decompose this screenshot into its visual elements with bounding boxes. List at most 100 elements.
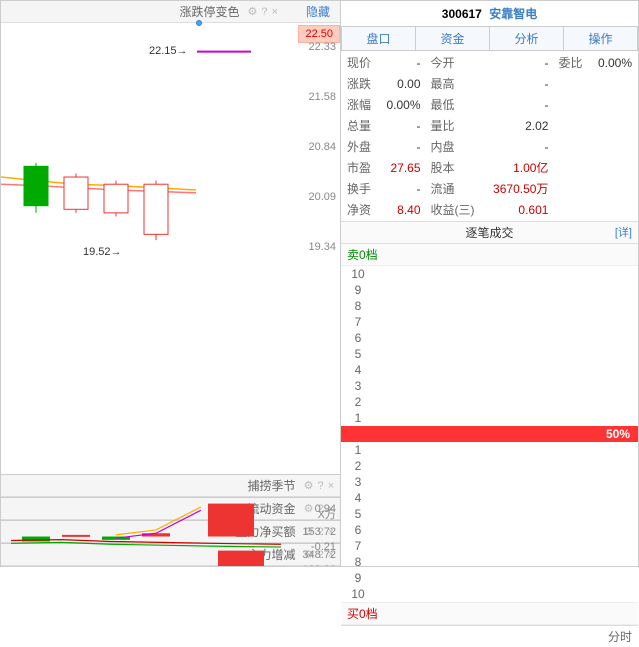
tabs: 盘口资金分析操作 <box>341 26 638 51</box>
y-tick: 153.72 <box>302 526 336 538</box>
tab[interactable]: 分析 <box>490 26 564 50</box>
main-chart-title: 涨跌停变色 <box>180 3 240 20</box>
sell-rows: 10987654321 <box>341 266 638 426</box>
bottom-label[interactable]: 分时 <box>608 628 632 645</box>
info-value: 1.00亿 <box>484 158 552 177</box>
info-table: 现价-今开-委比0.00%涨跌0.00最高-涨幅0.00%最低-总量-量比2.0… <box>341 51 638 221</box>
info-label: 净资 <box>343 200 377 219</box>
level-row: 6 <box>341 330 638 346</box>
signal-dot <box>196 20 202 26</box>
info-label: 内盘 <box>427 137 483 156</box>
level-num: 6 <box>341 331 375 345</box>
level-num: 1 <box>341 443 375 457</box>
level-num: 8 <box>341 299 375 313</box>
y-tick: 20.84 <box>308 141 336 153</box>
level-row: 9 <box>341 282 638 298</box>
tab[interactable]: 盘口 <box>341 26 416 50</box>
info-label: 最高 <box>427 74 483 93</box>
tick-button[interactable]: 逐笔成交 [详] <box>341 221 638 244</box>
info-value: 3670.50万 <box>484 179 552 198</box>
info-label: 量比 <box>427 116 483 135</box>
level-row: 7 <box>341 538 638 554</box>
y-tick: 22.33 <box>308 41 336 53</box>
level-num: 5 <box>341 347 375 361</box>
stock-name: 安靠智电 <box>489 7 537 21</box>
hide-link[interactable]: 隐藏 <box>306 3 330 20</box>
close-icon[interactable]: × <box>272 6 278 18</box>
info-label: 现价 <box>343 53 377 72</box>
y-tick: 20.09 <box>308 191 336 203</box>
unit-label: X万 <box>318 506 336 522</box>
level-num: 10 <box>341 587 375 601</box>
gear-icon[interactable]: ⚙ <box>248 5 258 18</box>
mid-percent: 50% <box>341 426 638 442</box>
level-row: 3 <box>341 474 638 490</box>
info-label: 收益(三) <box>427 200 483 219</box>
help-icon[interactable]: ? <box>317 480 323 492</box>
level-num: 7 <box>341 315 375 329</box>
level-num: 7 <box>341 539 375 553</box>
close-icon[interactable]: × <box>328 480 334 492</box>
info-value: 27.65 <box>379 158 424 177</box>
info-label: 委比 <box>554 53 588 72</box>
info-label: 总量 <box>343 116 377 135</box>
right-panel: 300617 安靠智电 盘口资金分析操作 现价-今开-委比0.00%涨跌0.00… <box>341 1 638 566</box>
level-num: 10 <box>341 267 375 281</box>
arrow-price-label: 22.15→ <box>149 45 188 57</box>
level-row: 2 <box>341 458 638 474</box>
info-value: - <box>484 53 552 72</box>
level-row: 5 <box>341 346 638 362</box>
info-value: - <box>484 137 552 156</box>
info-value: 0.00% <box>591 53 636 72</box>
y-tick: 348.72 <box>302 549 336 561</box>
level-row: 3 <box>341 378 638 394</box>
level-row: 6 <box>341 522 638 538</box>
level-row: 7 <box>341 314 638 330</box>
tab[interactable]: 资金 <box>416 26 490 50</box>
level-num: 2 <box>341 459 375 473</box>
info-value: - <box>379 116 424 135</box>
left-panel: 涨跌停变色 ⚙ ? × 隐藏 22.50 22.3321.5820.8420.0… <box>1 1 341 566</box>
level-row: 1 <box>341 442 638 458</box>
info-label: 外盘 <box>343 137 377 156</box>
bottom-bar: 分时 <box>341 625 638 647</box>
sub-chart-title: 捕捞季节 <box>248 477 296 494</box>
info-label: 涨跌 <box>343 74 377 93</box>
sell-head: 卖0档 <box>341 244 638 266</box>
info-value: 8.40 <box>379 200 424 219</box>
level-num: 3 <box>341 379 375 393</box>
gear-icon[interactable]: ⚙ <box>304 479 314 492</box>
tab[interactable]: 操作 <box>564 26 638 50</box>
tick-detail[interactable]: [详] <box>615 224 632 240</box>
level-num: 9 <box>341 283 375 297</box>
level-num: 4 <box>341 363 375 377</box>
y-tick: 19.34 <box>308 241 336 253</box>
low-price-label: 19.52→ <box>83 246 122 258</box>
level-row: 1 <box>341 410 638 426</box>
stock-code: 300617 <box>442 7 482 21</box>
help-icon[interactable]: ? <box>261 6 267 18</box>
level-row: 4 <box>341 490 638 506</box>
info-value: 0.00 <box>379 74 424 93</box>
buy-rows: 12345678910 <box>341 442 638 602</box>
level-row: 10 <box>341 586 638 602</box>
info-label: 换手 <box>343 179 377 198</box>
info-label: 流通 <box>427 179 483 198</box>
tick-label: 逐笔成交 <box>465 226 513 240</box>
level-row: 8 <box>341 554 638 570</box>
stock-title: 300617 安靠智电 <box>341 1 638 26</box>
info-value: - <box>379 179 424 198</box>
level-num: 6 <box>341 523 375 537</box>
info-label: 涨幅 <box>343 95 377 114</box>
info-value: 0.00% <box>379 95 424 114</box>
info-label: 市盈 <box>343 158 377 177</box>
buy-head: 买0档 <box>341 602 638 625</box>
main-chart-svg <box>1 23 301 253</box>
level-row: 5 <box>341 506 638 522</box>
info-label: 最低 <box>427 95 483 114</box>
level-num: 1 <box>341 411 375 425</box>
gear-icon[interactable]: ⚙ <box>304 502 314 515</box>
info-value: - <box>379 53 424 72</box>
info-label: 股本 <box>427 158 483 177</box>
main-chart: 22.50 22.3321.5820.8420.0919.34 22.15→ 1… <box>1 23 340 474</box>
